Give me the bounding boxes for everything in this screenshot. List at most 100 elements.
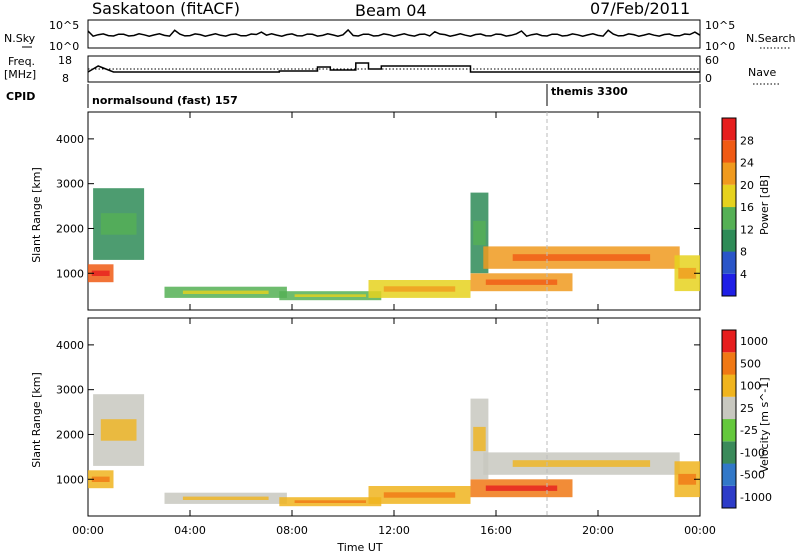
power-bar-tick-3: 16 — [740, 201, 754, 214]
power-echo-core-5 — [485, 279, 558, 285]
power-bar-swatch-7 — [722, 118, 736, 141]
power-echo-core-8 — [678, 267, 697, 279]
velocity-echo-core-4 — [383, 492, 456, 498]
velocity-bar-frame — [721, 329, 737, 509]
xtick-label-6: 00:00 — [684, 524, 716, 537]
x-axis-ticks: 00:00 04:00 08:00 12:00 16:00 20:00 00:00 — [72, 112, 716, 537]
xtick-label-2: 08:00 — [276, 524, 308, 537]
velocity-bar-tick-3: 25 — [740, 402, 754, 415]
velocity-ytick-label-2: 3000 — [56, 384, 84, 397]
nsky-tick-bottom: 10^0 — [49, 40, 79, 53]
station-title: Saskatoon (fitACF) — [92, 0, 240, 18]
nave-tick-top: 60 — [705, 54, 719, 67]
nave-tick-bottom: 0 — [705, 72, 712, 85]
velocity-y-ticks: 1000 2000 3000 4000 — [56, 339, 700, 486]
nsearch-tick-bottom: 10^0 — [705, 40, 735, 53]
power-echo-core-6 — [473, 220, 486, 246]
freq-label-line1: Freq. — [8, 55, 35, 68]
velocity-echo-core-0 — [91, 476, 110, 482]
velocity-bar-swatch-1 — [722, 463, 736, 486]
nsearch-label: N.Search — [746, 32, 796, 45]
velocity-echo-core-1 — [100, 419, 137, 441]
velocity-bar-tick-7: -1000 — [740, 491, 772, 504]
velocity-echo-core-5 — [485, 485, 558, 491]
power-echoes — [88, 188, 700, 301]
power-bar-swatch-0 — [722, 273, 736, 297]
velocity-echo-core-8 — [678, 473, 697, 485]
power-bar-swatch-5 — [722, 162, 736, 185]
cpid-label: CPID — [6, 90, 35, 103]
power-colorbar-label: Power [dB] — [758, 175, 771, 235]
power-bar-swatch-3 — [722, 207, 736, 230]
power-bar-tick-0: 4 — [740, 268, 747, 281]
nsky-tick-top: 10^5 — [49, 19, 79, 32]
power-bar-tick-5: 24 — [740, 157, 754, 170]
velocity-bar-tick-5: -100 — [740, 446, 765, 459]
velocity-bar-swatch-4 — [722, 396, 736, 420]
beam-title: Beam 04 — [355, 1, 427, 20]
freq-label-line2: [MHz] — [4, 68, 36, 81]
cpid-segments: normalsound (fast) 157 themis 3300 — [92, 84, 628, 107]
velocity-echo-core-6 — [473, 426, 486, 452]
xtick-label-4: 16:00 — [480, 524, 512, 537]
power-bar-swatch-4 — [722, 184, 736, 208]
power-bar-frame — [721, 117, 737, 297]
velocity-echoes — [88, 394, 700, 507]
power-colorbar: 4 8 12 16 20 24 28 — [721, 117, 754, 297]
xtick-label-0: 00:00 — [72, 524, 104, 537]
velocity-bar-tick-2: 100 — [740, 380, 761, 393]
power-bar-swatch-6 — [722, 140, 736, 163]
power-ytick-label-3: 4000 — [56, 133, 84, 146]
power-bar-tick-2: 12 — [740, 223, 754, 236]
power-panel-frame — [87, 111, 701, 311]
power-echo-core-7 — [512, 254, 651, 261]
power-bar-tick-6: 28 — [740, 134, 754, 147]
xtick-label-3: 12:00 — [378, 524, 410, 537]
nave-label: Nave — [748, 66, 776, 79]
nsky-trace — [87, 28, 701, 38]
power-ytick-label-0: 1000 — [56, 267, 84, 280]
velocity-colorbar-label: Velocity [m s^-1] — [758, 377, 771, 472]
power-echo-core-0 — [91, 270, 110, 276]
power-y-ticks: 1000 2000 3000 4000 — [56, 133, 700, 280]
power-echo-core-3 — [294, 294, 366, 297]
velocity-bar-tick-1: 500 — [740, 357, 761, 370]
velocity-bar-swatch-0 — [722, 485, 736, 509]
velocity-bar-tick-0: 1000 — [740, 335, 768, 348]
power-bar-swatch-2 — [722, 229, 736, 252]
x-axis-label: Time UT — [336, 541, 382, 554]
power-ytick-label-2: 3000 — [56, 178, 84, 191]
velocity-colorbar: 1000 500 100 25 -25 -100 -500 -1000 — [721, 329, 772, 509]
velocity-bar-swatch-3 — [722, 419, 736, 442]
velocity-bar-swatch-2 — [722, 441, 736, 464]
velocity-panel-frame — [87, 317, 701, 517]
velocity-bar-tick-4: -25 — [740, 424, 758, 437]
velocity-bar-swatch-7 — [722, 330, 736, 353]
velocity-bar-tick-6: -500 — [740, 469, 765, 482]
freq-trace — [87, 62, 700, 73]
power-echo-core-2 — [182, 290, 269, 294]
velocity-echo-core-2 — [182, 496, 269, 500]
power-echo-core-4 — [383, 286, 456, 292]
cpid-segment-themis: themis 3300 — [551, 85, 628, 98]
nsearch-tick-top: 10^5 — [705, 19, 735, 32]
velocity-ytick-label-1: 2000 — [56, 428, 84, 441]
nsky-strip-frame — [87, 19, 701, 49]
velocity-echo-core-7 — [512, 460, 651, 467]
power-bar-swatch-1 — [722, 251, 736, 274]
velocity-bar-swatch-6 — [722, 352, 736, 375]
freq-tick-bottom: 8 — [62, 72, 69, 85]
date-title: 07/Feb/2011 — [590, 0, 690, 18]
xtick-label-1: 04:00 — [174, 524, 206, 537]
velocity-ylabel: Slant Range [km] — [30, 372, 43, 468]
cpid-segment-normalsound: normalsound (fast) 157 — [92, 94, 238, 107]
velocity-bar-swatch-5 — [722, 374, 736, 397]
xtick-label-5: 20:00 — [582, 524, 614, 537]
velocity-ytick-label-3: 4000 — [56, 339, 84, 352]
velocity-ytick-label-0: 1000 — [56, 473, 84, 486]
power-ylabel: Slant Range [km] — [30, 167, 43, 263]
freq-tick-top: 18 — [58, 54, 72, 67]
nsky-label: N.Sky — [4, 32, 36, 45]
velocity-echo-core-3 — [294, 500, 366, 503]
